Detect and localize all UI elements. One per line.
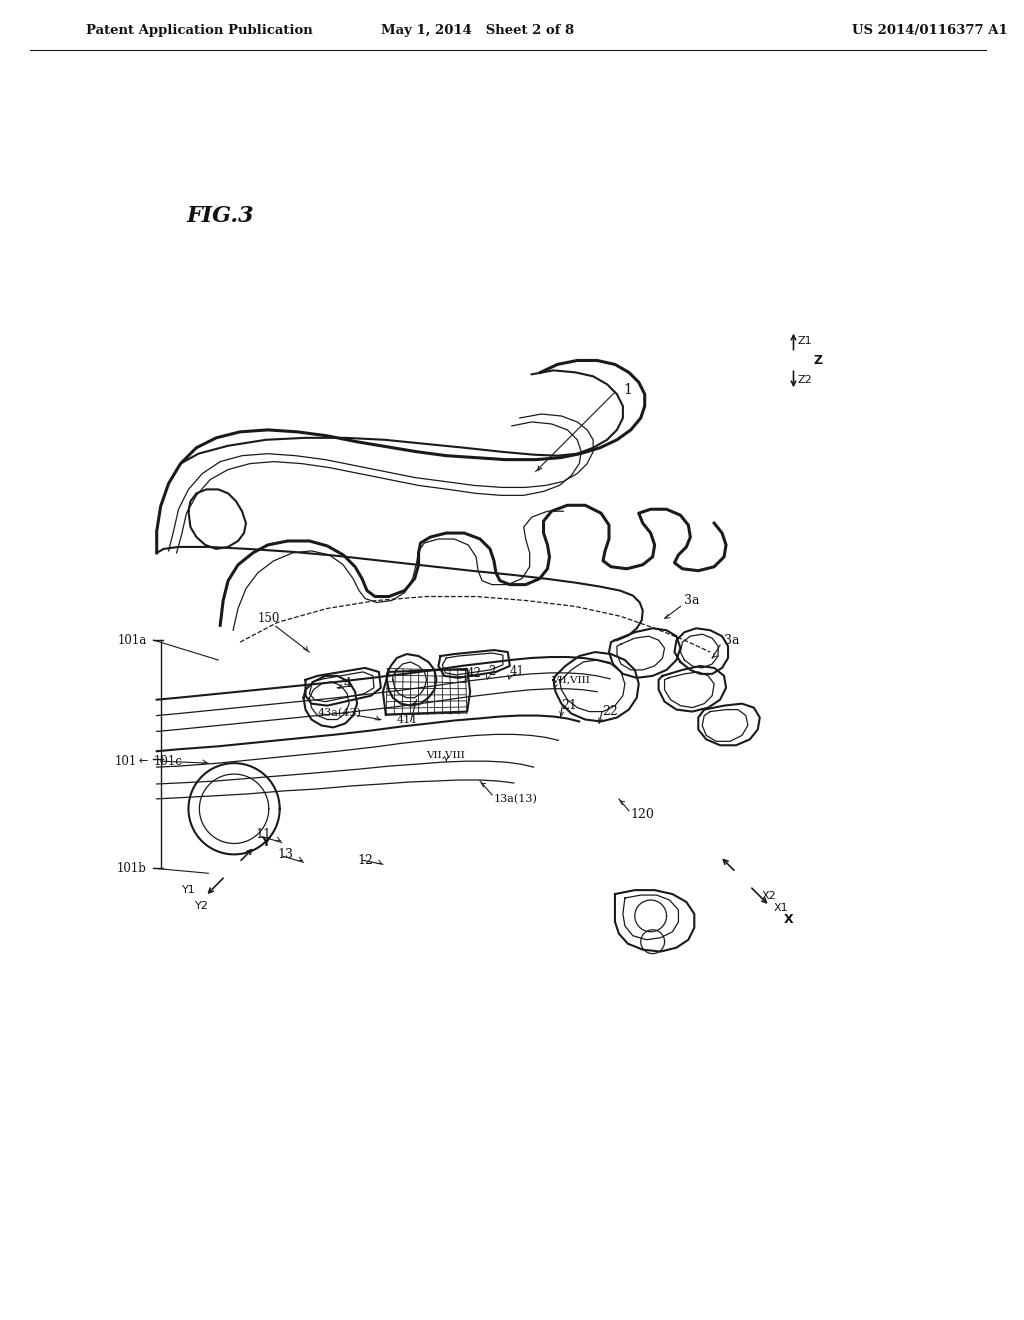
- Text: 101b: 101b: [117, 862, 146, 875]
- Text: 120: 120: [631, 808, 654, 821]
- Text: 41: 41: [510, 665, 524, 678]
- Text: 101a: 101a: [118, 634, 146, 647]
- Text: Y1: Y1: [181, 886, 196, 895]
- Text: 3a: 3a: [724, 634, 739, 647]
- Text: 150: 150: [258, 612, 281, 624]
- Text: 43a(43): 43a(43): [317, 709, 361, 718]
- Text: X2: X2: [762, 891, 776, 902]
- Text: 42: 42: [466, 668, 481, 680]
- Text: Y: Y: [261, 836, 270, 849]
- Text: ←: ←: [139, 756, 148, 766]
- Text: 11: 11: [256, 828, 272, 841]
- Text: VII,VIII: VII,VIII: [427, 751, 465, 760]
- Text: VII,VIII: VII,VIII: [552, 676, 591, 684]
- Text: US 2014/0116377 A1: US 2014/0116377 A1: [852, 24, 1008, 37]
- Text: Z2: Z2: [798, 375, 812, 385]
- Text: Z: Z: [813, 354, 822, 367]
- Text: 13a(13): 13a(13): [494, 793, 538, 804]
- Text: 101c: 101c: [154, 755, 182, 768]
- Text: 21: 21: [561, 700, 578, 711]
- Text: May 1, 2014   Sheet 2 of 8: May 1, 2014 Sheet 2 of 8: [381, 24, 573, 37]
- Text: Y2: Y2: [196, 902, 209, 911]
- Text: 12: 12: [357, 854, 373, 867]
- Text: 411: 411: [396, 714, 418, 725]
- Text: Patent Application Publication: Patent Application Publication: [86, 24, 313, 37]
- Text: 101: 101: [115, 755, 137, 768]
- Text: 13: 13: [278, 847, 294, 861]
- Text: 22: 22: [602, 705, 617, 718]
- Text: 1: 1: [623, 383, 632, 397]
- Text: 4: 4: [343, 677, 351, 690]
- Text: Z1: Z1: [798, 335, 812, 346]
- Text: 3a: 3a: [684, 594, 699, 607]
- Text: X1: X1: [774, 903, 788, 913]
- Text: FIG.3: FIG.3: [186, 205, 254, 227]
- Text: X: X: [783, 913, 794, 927]
- Text: 2: 2: [488, 665, 496, 678]
